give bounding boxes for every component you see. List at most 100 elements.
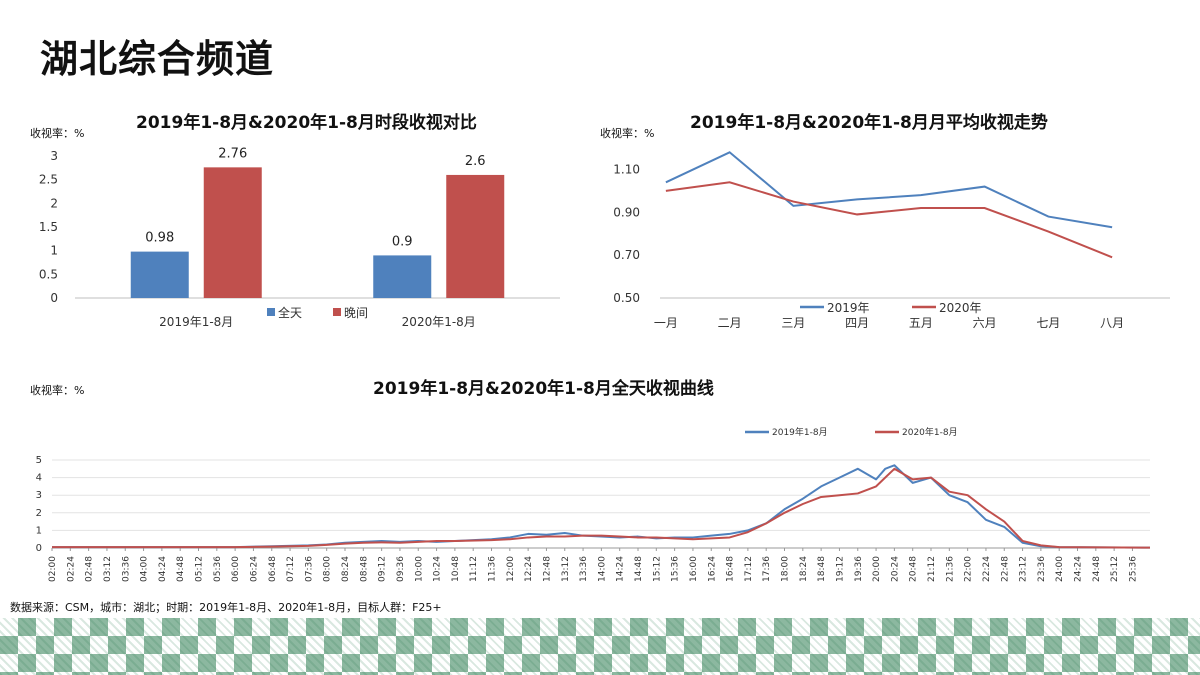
x-tick-label: 16:24 [707,556,717,582]
x-tick-label: 12:48 [542,556,552,582]
x-tick-label: 19:12 [835,556,845,582]
x-tick-label: 09:12 [378,556,388,582]
bar-value-label: 2.76 [218,146,247,161]
y-tick-label: 0.50 [613,291,640,305]
x-tick-label: 04:00 [140,556,150,582]
x-tick-label: 11:36 [488,556,498,582]
day-chart-unit-label: 收视率：% [30,384,85,397]
day-series-2019年1-8月 [52,464,1151,549]
x-tick-label: 六月 [973,316,997,330]
x-tick-label: 12:00 [506,556,516,582]
x-tick-label: 14:48 [634,556,644,582]
bar-chart: 0 0.5 1 1.5 2 2.5 3 0.98 2.76 2019年1-8月 0.9 2.6 2020… [39,146,560,329]
x-tick-label: 06:24 [249,556,259,582]
x-tick-label: 2019年1-8月 [159,315,233,329]
x-tick-label: 二月 [718,316,742,330]
x-tick-label: 17:36 [762,556,772,582]
y-tick-label: 0.5 [39,267,58,281]
x-tick-label: 四月 [845,316,869,330]
x-tick-label: 14:24 [616,556,626,582]
day-curve-chart: 0 1 2 3 4 5 02:00 02:24 02:48 03:12 03:36 04:00 04:2… [36,426,1151,582]
bar-全天 [373,255,432,298]
x-tick-label: 03:36 [121,556,131,582]
x-tick-label: 17:12 [744,556,754,582]
y-tick-label: 2.5 [39,173,58,187]
y-tick-label: 5 [36,455,42,466]
x-tick-label: 18:00 [781,556,791,582]
x-tick-label: 一月 [654,316,678,330]
legend-label: 2020年 [939,301,982,315]
line-series-2020年 [665,181,1113,259]
y-tick-label: 3 [36,490,42,501]
y-tick-label: 1 [50,244,58,258]
x-tick-label: 10:24 [433,556,443,582]
x-tick-label: 24:24 [1074,556,1084,582]
y-tick-label: 0 [50,291,58,305]
x-tick-label: 21:12 [927,556,937,582]
x-tick-label: 06:00 [231,556,241,582]
x-tick-label: 22:00 [964,556,974,582]
x-tick-label: 02:48 [85,556,95,582]
month-line-chart: 0.50 0.70 0.90 1.10 一月 二月 三月 四月 五月 六月 七月 八月 2019年 202… [613,151,1170,330]
x-tick-label: 五月 [909,316,933,330]
x-tick-label: 20:48 [909,556,919,582]
bar-全天 [130,251,189,298]
x-tick-label: 11:12 [469,556,479,582]
y-tick-label: 1 [36,525,42,536]
x-tick-label: 06:48 [268,556,278,582]
x-tick-label: 07:36 [304,556,314,582]
legend-label: 2019年1-8月 [772,426,828,438]
bar-chart-title: 2019年1-8月&2020年1-8月时段收视对比 [136,113,477,133]
x-tick-label: 15:36 [671,556,681,582]
x-tick-label: 02:00 [48,556,58,582]
data-source-note: 数据来源：CSM，城市：湖北；时期：2019年1-8月、2020年1-8月，目标… [10,601,442,614]
x-tick-label: 七月 [1036,316,1060,330]
y-tick-label: 1.5 [39,220,58,234]
day-chart-title: 2019年1-8月&2020年1-8月全天收视曲线 [373,379,714,399]
x-tick-label: 22:24 [982,556,992,582]
x-tick-label: 03:12 [103,556,113,582]
day-series-2020年1-8月 [52,467,1151,549]
x-tick-label: 16:00 [689,556,699,582]
x-tick-label: 2020年1-8月 [402,315,476,329]
x-tick-label: 25:36 [1128,556,1138,582]
x-tick-label: 10:48 [451,556,461,582]
x-tick-label: 24:00 [1055,556,1065,582]
x-tick-label: 23:36 [1037,556,1047,582]
x-tick-label: 05:12 [195,556,205,582]
bar-chart-unit-label: 收视率：% [30,127,85,140]
page-title: 湖北综合频道 [40,37,275,81]
x-tick-label: 20:00 [872,556,882,582]
y-tick-label: 2 [36,508,42,519]
x-tick-label: 八月 [1100,316,1124,330]
x-tick-label: 22:48 [1000,556,1010,582]
x-tick-label: 14:00 [597,556,607,582]
x-tick-label: 16:48 [726,556,736,582]
x-tick-label: 23:12 [1019,556,1029,582]
month-chart-unit-label: 收视率：% [600,127,655,140]
x-tick-label: 18:24 [799,556,809,582]
legend-label: 2020年1-8月 [902,426,958,438]
legend-label: 晚间 [344,306,368,320]
x-tick-label: 13:36 [579,556,589,582]
x-tick-label: 07:12 [286,556,296,582]
legend-swatch-全天 [267,308,275,316]
x-tick-label: 24:48 [1092,556,1102,582]
bar-value-label: 0.98 [145,231,174,246]
x-tick-label: 18:48 [817,556,827,582]
bar-晚间 [203,167,262,298]
x-tick-label: 04:24 [158,556,168,582]
x-tick-label: 08:00 [323,556,333,582]
y-tick-label: 3 [50,149,58,163]
x-tick-label: 04:48 [176,556,186,582]
legend-swatch-晚间 [333,308,341,316]
x-tick-label: 02:24 [66,556,76,582]
x-tick-label: 09:36 [396,556,406,582]
bar-value-label: 0.9 [392,234,413,249]
x-tick-label: 13:12 [561,556,571,582]
x-tick-label: 10:00 [414,556,424,582]
x-tick-label: 12:24 [524,556,534,582]
x-tick-label: 25:12 [1110,556,1120,582]
x-tick-label: 20:24 [890,556,900,582]
line-series-2019年 [665,151,1113,229]
